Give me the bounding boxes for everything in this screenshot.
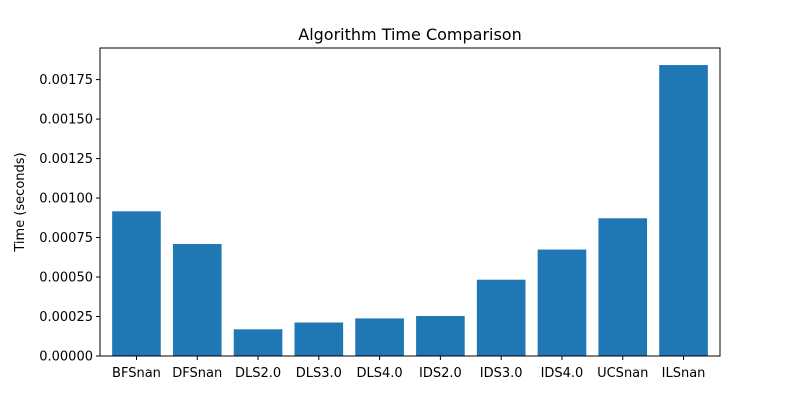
x-tick-label-dfsnan: DFSnan [172,366,222,381]
bar-dls4-0 [355,318,404,356]
y-tick-label: 0.00025 [39,310,93,325]
bar-ids4-0 [537,249,587,356]
plot-area-frame [99,47,721,357]
chart-title: Algorithm Time Comparison [298,25,521,44]
bar-ids2-0 [416,316,465,356]
x-tick-label-ilsnan: ILSnan [662,366,706,381]
y-tick-label: 0.00000 [39,350,93,365]
x-tick-label-ids2-0: IDS2.0 [419,366,462,381]
x-tick-label-bfsnan: BFSnan [112,366,161,381]
y-tick-label: 0.00100 [39,192,93,207]
y-axis-ticks: 0.00000 0.00025 0.00050 0.00075 0.00100 0.001… [39,73,100,365]
y-tick-label: 0.00125 [39,152,93,167]
bar-dls3-0 [294,322,344,356]
bar-ids3-0 [476,279,526,356]
y-tick-label: 0.00175 [39,73,93,88]
bar-dfsnan [172,244,222,356]
x-tick-label-dls4-0: DLS4.0 [357,366,403,381]
bar-ucsnan [598,218,648,356]
y-tick-label: 0.00150 [39,113,93,128]
y-tick-label: 0.00075 [39,231,93,246]
y-axis-label: Time (seconds) [13,152,28,252]
bar-dls2-0 [233,329,283,356]
x-tick-label-ids4-0: IDS4.0 [541,366,584,381]
bars-group [112,65,708,356]
x-tick-label-ids3-0: IDS3.0 [480,366,523,381]
x-tick-label-ucsnan: UCSnan [597,366,648,381]
bar-ilsnan [659,65,708,356]
bar-bfsnan [112,211,161,356]
y-tick-label: 0.00050 [39,271,93,286]
x-tick-label-dls2-0: DLS2.0 [235,366,281,381]
x-axis-ticks: BFSnan DFSnan DLS2.0 DLS3.0 DLS4.0 IDS2.0 IDS3… [112,356,705,381]
x-tick-label-dls3-0: DLS3.0 [296,366,342,381]
